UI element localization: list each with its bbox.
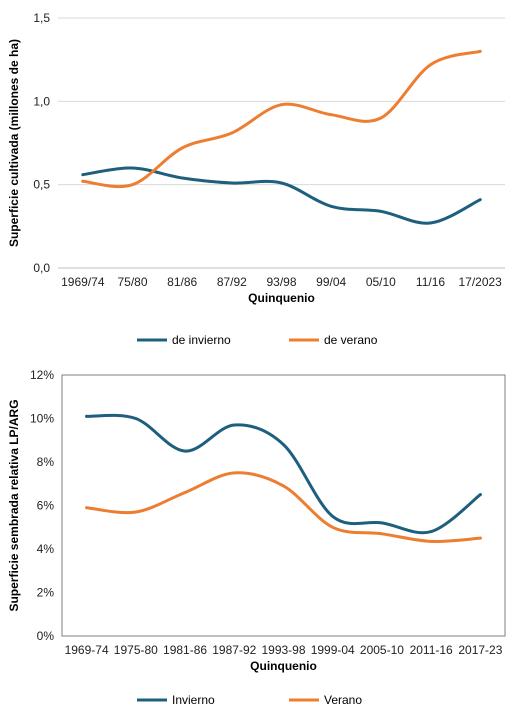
data-point	[81, 179, 85, 183]
x-tick-label: 1975-80	[114, 643, 158, 657]
data-point	[232, 471, 236, 475]
chart-cultivated-area-svg: 0,0 0,5 1,0 1,5 1969/74 75/80 81/86 87/92 93/98 9…	[7, 11, 505, 347]
data-point	[379, 209, 383, 213]
data-point	[134, 417, 138, 420]
data-point	[131, 183, 134, 187]
x-tick-label: 1987-92	[212, 643, 256, 657]
y-tick-label: 4%	[37, 542, 55, 556]
data-point	[282, 484, 285, 488]
data-point	[183, 449, 187, 453]
y-tick-label: 6%	[37, 499, 55, 513]
data-point	[85, 506, 89, 510]
data-point	[134, 510, 138, 514]
data-point	[380, 532, 384, 536]
data-point	[230, 131, 234, 135]
data-point	[280, 103, 283, 107]
x-tick-label: 2017-23	[458, 643, 502, 657]
x-axis-title: Quinquenio	[248, 291, 315, 305]
data-point	[131, 166, 134, 170]
data-point	[478, 536, 482, 540]
x-tick-label: 2011-16	[410, 643, 453, 657]
y-tick-label: 10%	[30, 412, 54, 426]
data-point	[429, 539, 433, 543]
x-tick-label: 17/2023	[458, 275, 502, 289]
legend-label: Verano	[324, 693, 362, 706]
data-point	[478, 49, 482, 53]
y-tick-label: 1,5	[33, 11, 50, 25]
data-point	[280, 181, 283, 185]
data-point	[329, 204, 333, 208]
x-tick-label: 1969-74	[65, 643, 109, 657]
x-tick-label: 1969/74	[61, 275, 105, 289]
plot-frame	[61, 374, 506, 637]
series-line	[81, 49, 482, 189]
y-tick-label: 0,0	[33, 261, 50, 275]
data-point	[329, 113, 333, 117]
x-tick-label: 1999-04	[311, 643, 355, 657]
y-axis-title: Superficie cultivada (millones de ha)	[7, 39, 21, 247]
legend-label: de verano	[324, 333, 378, 347]
series-line	[85, 471, 482, 543]
x-tick-label: 05/10	[366, 275, 396, 289]
data-point	[180, 176, 184, 180]
x-axis-title: Quinquenio	[250, 659, 317, 673]
y-tick-label: 1,0	[33, 94, 50, 108]
chart-cultivated-area: 0,0 0,5 1,0 1,5 1969/74 75/80 81/86 87/92 93/98 9…	[7, 11, 505, 347]
data-point	[85, 414, 89, 418]
data-point	[230, 181, 234, 185]
data-point	[379, 116, 383, 120]
data-point	[478, 198, 482, 202]
y-tick-label: 0,5	[33, 178, 50, 192]
y-tick-label: 2%	[37, 586, 55, 600]
x-tick-label: 75/80	[117, 275, 147, 289]
legend-label: de invierno	[172, 333, 231, 347]
x-tick-label: 11/16	[416, 275, 445, 289]
y-axis-title: Superficie sembrada relativa LP/ARG	[7, 399, 21, 611]
data-point	[380, 521, 384, 525]
x-tick-label: 99/04	[316, 275, 346, 289]
x-tick-label: 2005-10	[360, 643, 404, 657]
data-point	[81, 173, 85, 177]
chart-relative-sown-area-svg: 0% 2% 4% 6% 8% 10% 12% 1969-74 1975-80 1981-86 198…	[7, 368, 506, 706]
x-tick-label: 87/92	[217, 275, 247, 289]
data-point	[282, 443, 285, 446]
y-tick-label: 0%	[37, 629, 55, 643]
data-point	[183, 491, 187, 494]
series-line	[85, 413, 482, 535]
chart-relative-sown-area: 0% 2% 4% 6% 8% 10% 12% 1969-74 1975-80 1981-86 198…	[0, 362, 516, 706]
series-line	[81, 166, 482, 225]
x-tick-label: 1993-98	[261, 643, 305, 657]
data-point	[478, 493, 482, 497]
y-tick-label: 12%	[30, 368, 54, 382]
data-point	[429, 530, 433, 533]
x-tick-label: 81/86	[167, 275, 197, 289]
data-point	[331, 525, 335, 529]
y-tick-label: 8%	[37, 455, 55, 469]
data-point	[429, 63, 432, 67]
data-point	[429, 221, 432, 225]
x-tick-label: 93/98	[266, 275, 296, 289]
data-point	[232, 423, 236, 427]
data-point	[331, 514, 335, 518]
legend-label: Invierno	[172, 693, 215, 706]
x-tick-label: 1981-86	[163, 643, 207, 657]
data-point	[180, 146, 184, 150]
